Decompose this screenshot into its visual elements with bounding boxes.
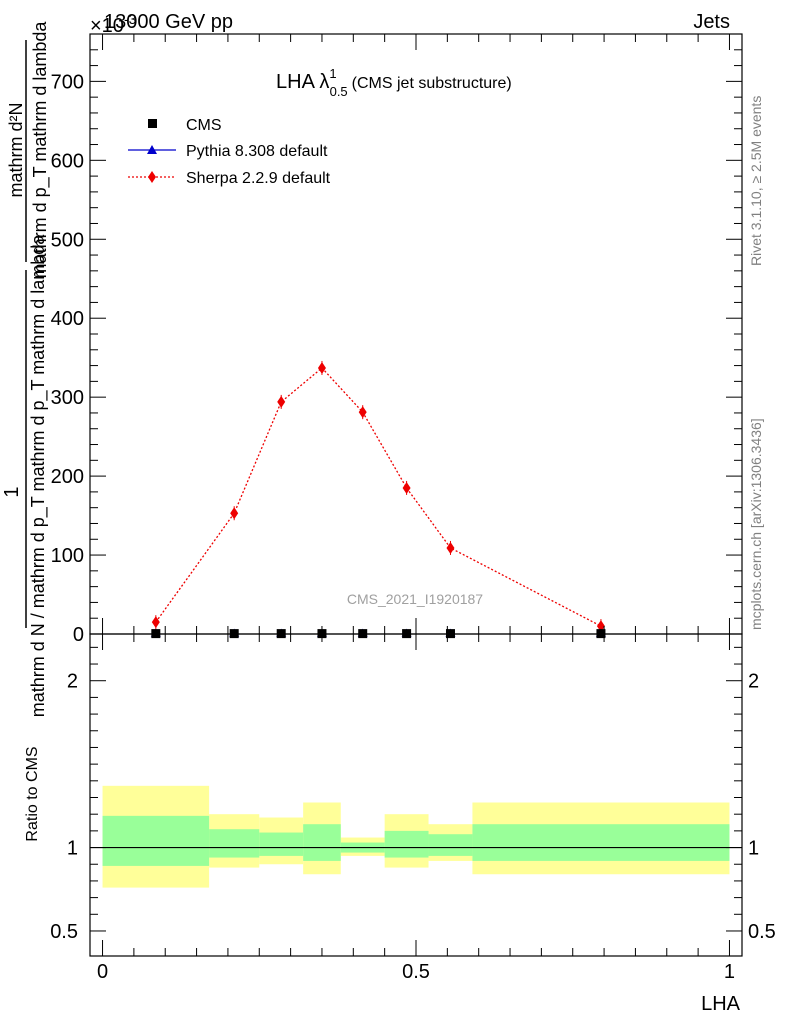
legend-cms-marker bbox=[148, 119, 157, 128]
ratio-ytick-label-right-0: 0.5 bbox=[748, 921, 776, 943]
sherpa-point-4 bbox=[358, 406, 367, 419]
header-left: 13000 GeV pp bbox=[104, 11, 233, 33]
ratio-inner-band-6 bbox=[428, 834, 473, 856]
sherpa-line bbox=[155, 367, 602, 627]
mcplots-label: mcplots.cern.ch [arXiv:1306.3436] bbox=[748, 418, 764, 630]
rivet-label: Rivet 3.1.10, ≥ 2.5M events bbox=[748, 96, 764, 266]
sherpa-point-3 bbox=[317, 361, 326, 374]
ratio-axes: 0.5 0.5 1 1 2 2 0 0.5 1 bbox=[50, 633, 776, 983]
main-ytick-label-5: 500 bbox=[51, 229, 84, 251]
ratio-ytick-label-left-0: 0.5 bbox=[50, 921, 78, 943]
ratio-plot bbox=[90, 785, 742, 888]
ratio-ytick-label-left-2: 2 bbox=[67, 671, 78, 693]
sherpa-point-5 bbox=[402, 481, 411, 494]
main-ytick-label-3: 300 bbox=[51, 387, 84, 409]
legend-pythia-label: Pythia 8.308 default bbox=[186, 143, 328, 160]
ratio-inner-band-1 bbox=[209, 829, 260, 858]
main-ytick-label-4: 400 bbox=[51, 308, 84, 330]
exponent-label: ×10-3 bbox=[90, 11, 137, 37]
header-right: Jets bbox=[693, 11, 730, 33]
ratio-xtick-label-0: 0 bbox=[97, 961, 108, 983]
ratio-inner-band-0 bbox=[102, 815, 210, 866]
ratio-inner-band-5 bbox=[384, 830, 429, 858]
main-ytick-label-2: 200 bbox=[51, 466, 84, 488]
main-ytick-label-6: 600 bbox=[51, 150, 84, 172]
ylabel-frac-bottom: mathrm d p_T mathrm d lambda bbox=[30, 21, 51, 279]
main-ytick-label-7: 700 bbox=[51, 71, 84, 93]
ratio-inner-band-3 bbox=[303, 824, 341, 861]
legend-pythia-marker bbox=[147, 145, 157, 154]
ylabel-numerator: 1 bbox=[1, 486, 23, 497]
main-ytick-label-1: 100 bbox=[51, 545, 84, 567]
ratio-inner-band-7 bbox=[472, 824, 730, 861]
legend-sherpa-label: Sherpa 2.2.9 default bbox=[186, 170, 331, 187]
ylabel-denominator: mathrm d N / mathrm d p_T mathrm d p_T m… bbox=[28, 234, 49, 717]
ratio-ytick-label-right-2: 2 bbox=[748, 671, 759, 693]
main-axes: 0 100 200 300 400 500 600 700 bbox=[51, 33, 743, 646]
ylabel-frac-top: mathrm d²N bbox=[6, 102, 26, 197]
sherpa-point-2 bbox=[277, 395, 286, 408]
ratio-ylabel: Ratio to CMS bbox=[24, 746, 41, 841]
legend-cms-label: CMS bbox=[186, 117, 222, 134]
analysis-watermark: CMS_2021_I1920187 bbox=[347, 591, 483, 607]
main-ytick-label-0: 0 bbox=[73, 624, 84, 646]
ratio-ytick-label-left-1: 1 bbox=[67, 838, 78, 860]
ratio-ytick-label-right-1: 1 bbox=[748, 838, 759, 860]
sherpa-point-0 bbox=[151, 616, 160, 629]
sherpa-point-1 bbox=[230, 507, 239, 520]
legend: CMS Pythia 8.308 default Sherpa 2.2.9 de… bbox=[128, 117, 331, 187]
main-ylabel: 1 mathrm d²N mathrm d p_T mathrm d lambd… bbox=[1, 21, 51, 718]
sherpa-point-6 bbox=[446, 541, 455, 554]
plot-title: LHA λ1 0.5 (CMS jet substructure) bbox=[276, 66, 512, 99]
ratio-xtick-label-1: 0.5 bbox=[402, 961, 430, 983]
ratio-xlabel: LHA bbox=[701, 993, 741, 1015]
ratio-inner-band-2 bbox=[259, 832, 304, 856]
ratio-xtick-label-2: 1 bbox=[724, 961, 735, 983]
legend-sherpa-marker bbox=[148, 171, 156, 183]
